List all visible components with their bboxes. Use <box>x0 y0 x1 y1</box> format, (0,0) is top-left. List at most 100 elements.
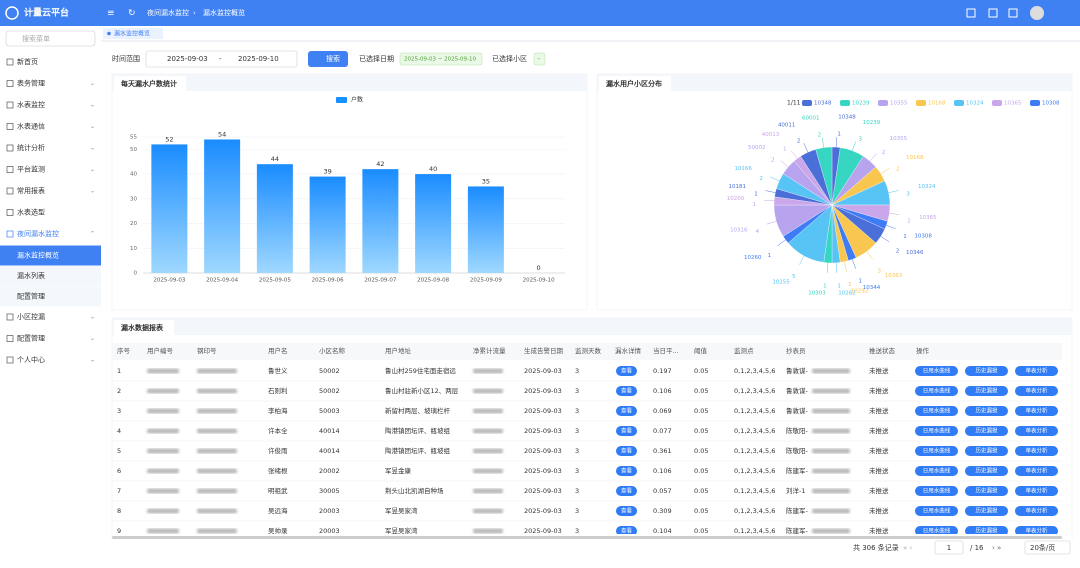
cell: 20002 <box>319 467 340 475</box>
cell: 未推送 <box>869 506 889 515</box>
action-button[interactable] <box>915 446 958 456</box>
y-tick-label: 10 <box>130 246 137 252</box>
action-label: 历史漏损 <box>975 527 998 535</box>
tab[interactable] <box>103 28 163 39</box>
action-button[interactable] <box>965 386 1008 396</box>
menu-item[interactable]: 常用报表 <box>17 186 45 195</box>
submenu-item[interactable]: 配置管理 <box>17 292 45 301</box>
action-label: 单表分析 <box>1025 467 1048 475</box>
action-button[interactable] <box>965 466 1008 476</box>
action-button[interactable] <box>1015 426 1058 436</box>
action-label: 日用水曲线 <box>923 427 951 435</box>
action-label: 日用水曲线 <box>923 387 951 395</box>
action-button[interactable] <box>1015 506 1058 516</box>
action-button[interactable] <box>965 426 1008 436</box>
value-label: 52 <box>165 135 173 143</box>
action-button[interactable] <box>1015 446 1058 456</box>
menu-toggle[interactable]: ≡ <box>107 9 115 19</box>
action-button[interactable] <box>915 506 958 516</box>
filter-label: 已选择日期 <box>359 54 394 63</box>
breadcrumb[interactable]: 夜间漏水监控 <box>147 8 189 17</box>
slice-name: 10200 <box>727 196 745 202</box>
leader-line <box>866 251 873 260</box>
action-button[interactable] <box>1015 366 1058 376</box>
menu-item[interactable]: 小区控漏 <box>17 312 45 321</box>
action-button[interactable] <box>965 366 1008 376</box>
action-button[interactable] <box>1015 526 1058 536</box>
page-prev[interactable]: « ‹ <box>903 544 913 552</box>
tab-dot <box>107 31 111 36</box>
menu-item[interactable]: 配置管理 <box>17 334 45 343</box>
menu-icon <box>6 187 14 195</box>
cell: 陈建军- <box>786 506 809 515</box>
submenu-item[interactable]: 漏水监控概览 <box>17 251 59 260</box>
area-tag-label: - <box>538 55 541 63</box>
menu-item[interactable]: 平台监测 <box>17 165 45 174</box>
menu-item[interactable]: 水表通信 <box>17 122 45 131</box>
legend-label: 10348 <box>814 101 832 107</box>
menu-item[interactable]: 个人中心 <box>17 355 45 364</box>
menu-item[interactable]: 夜间漏水监控 <box>17 229 59 238</box>
submenu-item[interactable]: 漏水列表 <box>17 271 45 280</box>
avatar[interactable] <box>1030 6 1044 20</box>
leader-line <box>869 153 877 162</box>
action-button[interactable] <box>1015 386 1058 396</box>
detail-button[interactable] <box>616 486 637 496</box>
action-button[interactable] <box>1015 486 1058 496</box>
menu-item[interactable]: 统计分析 <box>17 143 45 152</box>
page-count: / 16 <box>970 544 984 552</box>
cell: 许俊雨 <box>268 446 288 455</box>
blurred-cell <box>197 368 237 374</box>
detail-button[interactable] <box>616 526 637 536</box>
cell: 4 <box>117 427 121 435</box>
page-next[interactable]: › » <box>992 544 1001 552</box>
detail-label: 查看 <box>621 467 633 475</box>
detail-button[interactable] <box>616 446 637 456</box>
page-input[interactable] <box>934 540 964 555</box>
detail-button[interactable] <box>616 506 637 516</box>
detail-button[interactable] <box>616 366 637 376</box>
date-range[interactable] <box>145 50 298 68</box>
refresh[interactable]: ↻ <box>128 9 136 19</box>
action-button[interactable] <box>915 526 958 536</box>
action-button[interactable] <box>915 426 958 436</box>
menu-item[interactable]: 水表选型 <box>17 208 45 217</box>
cell: 8 <box>117 507 121 515</box>
action-button[interactable] <box>915 386 958 396</box>
slice-value: 1 <box>754 191 758 197</box>
detail-button[interactable] <box>616 466 637 476</box>
column-header: 小区名称 <box>319 346 346 355</box>
action-button[interactable] <box>915 406 958 416</box>
cell: 50002 <box>319 387 340 395</box>
action-button[interactable] <box>915 466 958 476</box>
detail-label: 查看 <box>621 387 633 395</box>
detail-button[interactable] <box>616 426 637 436</box>
menu-search[interactable] <box>5 30 96 47</box>
action-label: 单表分析 <box>1025 487 1048 495</box>
menu-icon <box>6 144 14 152</box>
panel-title-tab <box>114 320 174 335</box>
action-button[interactable] <box>1015 466 1058 476</box>
menu-item[interactable]: 新首页 <box>17 57 38 66</box>
cell: 1 <box>117 367 121 375</box>
detail-button[interactable] <box>616 386 637 396</box>
action-button[interactable] <box>915 366 958 376</box>
action-button[interactable] <box>965 486 1008 496</box>
action-button[interactable] <box>965 406 1008 416</box>
action-label: 日用水曲线 <box>923 367 951 375</box>
action-button[interactable] <box>915 486 958 496</box>
action-button[interactable] <box>965 526 1008 536</box>
detail-button[interactable] <box>616 406 637 416</box>
icon[interactable] <box>988 8 998 18</box>
action-label: 历史漏损 <box>975 507 998 515</box>
menu-item[interactable]: 水表监控 <box>17 100 45 109</box>
page-size[interactable] <box>1024 540 1071 555</box>
action-button[interactable] <box>965 506 1008 516</box>
icon[interactable] <box>966 8 976 18</box>
menu-item[interactable]: 表务管理 <box>17 79 45 88</box>
icon[interactable] <box>1008 8 1018 18</box>
action-button[interactable] <box>965 446 1008 456</box>
cell: 40014 <box>319 447 340 455</box>
search-button[interactable] <box>308 51 348 67</box>
action-button[interactable] <box>1015 406 1058 416</box>
